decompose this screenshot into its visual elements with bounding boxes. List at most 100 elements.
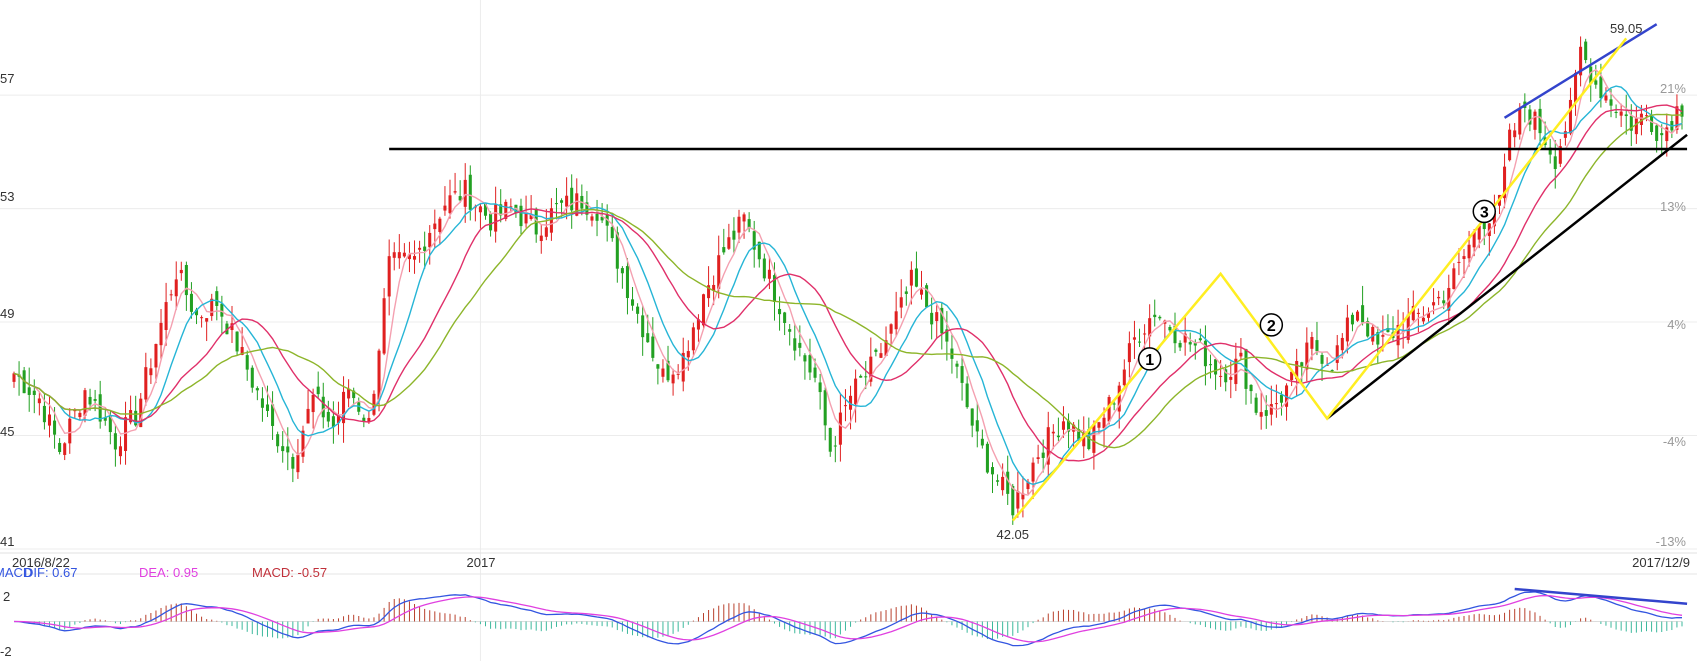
candle-body <box>590 216 594 221</box>
candle-body <box>1234 358 1238 385</box>
candle-body <box>1264 410 1268 416</box>
candle-body <box>859 375 863 378</box>
candlesticks <box>12 36 1684 525</box>
candle-body <box>1538 108 1542 134</box>
candle-body <box>1148 318 1152 337</box>
candle-body <box>1426 312 1431 318</box>
candle-body <box>1092 423 1096 453</box>
candle-body <box>1371 326 1375 342</box>
candle-body <box>843 405 847 407</box>
candle-body <box>1335 345 1339 363</box>
candle-body <box>1584 41 1588 61</box>
candle-body <box>448 195 452 214</box>
date-axis: 2016/8/22 2017 2017/12/9 <box>12 555 1690 570</box>
candle-body <box>990 467 995 475</box>
macd-dif-line <box>13 591 1683 647</box>
candle-body <box>88 396 92 405</box>
candle-body <box>98 394 102 422</box>
price-tick-45: 45 <box>0 424 14 439</box>
candle-body <box>519 205 523 227</box>
candle-body <box>1137 341 1142 343</box>
candle-body <box>1609 99 1613 106</box>
candle-body <box>869 356 873 382</box>
candle-body <box>418 247 422 250</box>
candle-body <box>798 342 802 348</box>
candle-body <box>1345 317 1349 342</box>
candle-body <box>1259 412 1263 417</box>
candle-body <box>686 351 690 358</box>
candle-body <box>575 193 579 216</box>
candle-body <box>1477 225 1481 240</box>
candle-body <box>1503 166 1507 199</box>
candle-body <box>265 404 270 411</box>
candle-body <box>230 323 234 331</box>
candle-body <box>301 430 305 457</box>
candle-body <box>428 232 432 248</box>
candle-body <box>1122 369 1126 386</box>
candle-body <box>336 415 340 423</box>
candle-body <box>894 311 898 330</box>
candle-body <box>707 285 711 299</box>
candle-body <box>113 433 117 450</box>
candle-body <box>463 179 467 207</box>
candle-body <box>1300 362 1304 367</box>
candle-body <box>1031 462 1035 482</box>
candle-body <box>311 394 315 413</box>
candle-body <box>489 213 493 231</box>
candle-body <box>1061 421 1065 430</box>
candle-body <box>874 349 878 352</box>
candle-body <box>159 322 163 346</box>
upper-channel-line <box>1503 23 1658 119</box>
macd-divergence-line <box>1514 587 1688 605</box>
candle-body <box>139 398 143 428</box>
candle-body <box>985 443 989 473</box>
macd-dea-line <box>14 594 1683 643</box>
candle-body <box>767 269 771 279</box>
macd-dea-label: DEA: 0.95 <box>139 565 198 580</box>
candle-body <box>47 414 52 426</box>
candle-body <box>1117 385 1121 412</box>
candle-body <box>1660 133 1664 136</box>
candle-body <box>909 269 913 286</box>
candle-body <box>499 204 503 216</box>
candle-body <box>276 434 280 447</box>
candle-body <box>752 231 756 250</box>
low-price-label: 42.05 <box>996 527 1029 542</box>
pct-tick-4: 4% <box>1667 317 1686 332</box>
candle-body <box>1518 108 1522 135</box>
candle-body <box>610 227 614 239</box>
candle-body <box>625 266 629 299</box>
candle-body <box>823 390 827 426</box>
price-axis: 57 53 49 45 41 <box>0 71 14 549</box>
candle-body <box>899 297 903 308</box>
price-tick-49: 49 <box>0 306 14 321</box>
candle-body <box>1254 397 1258 413</box>
candle-body <box>1579 46 1583 76</box>
candle-body <box>433 223 437 230</box>
candle-body <box>291 457 295 469</box>
candle-body <box>996 480 1000 482</box>
candle-body <box>1173 325 1177 344</box>
wave-marker-3: 3 <box>1472 199 1497 224</box>
candle-body <box>1249 384 1253 392</box>
candle-body <box>108 415 112 433</box>
candle-body <box>1437 296 1441 299</box>
candle-body <box>438 218 442 232</box>
candle-body <box>722 247 726 253</box>
candle-body <box>1214 359 1218 375</box>
candle-body <box>965 383 969 408</box>
macd-lines <box>13 587 1688 647</box>
candle-body <box>747 219 751 229</box>
candle-body <box>676 373 680 375</box>
candle-body <box>1051 431 1055 434</box>
candle-body <box>53 420 57 435</box>
high-price-label: 59.05 <box>1610 21 1643 36</box>
candle-body <box>42 405 46 423</box>
candle-body <box>271 404 275 426</box>
candle-body <box>149 368 153 376</box>
candle-body <box>1665 127 1669 142</box>
wave-marker-circle-1 <box>1137 347 1162 371</box>
candle-body <box>960 366 964 383</box>
